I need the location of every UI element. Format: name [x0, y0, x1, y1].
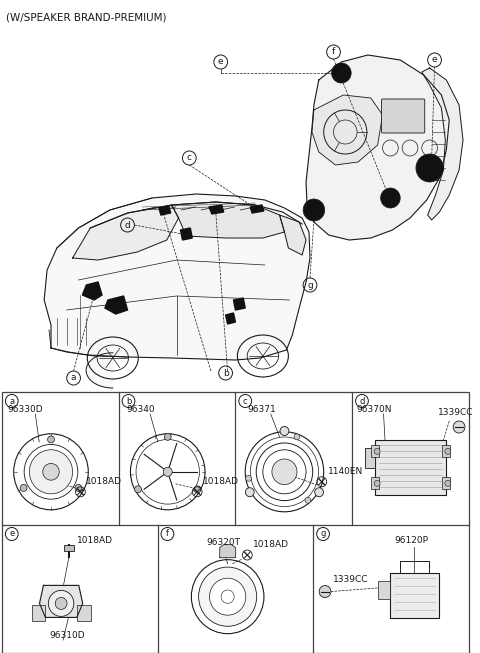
Circle shape [319, 586, 331, 597]
Polygon shape [220, 545, 236, 558]
Circle shape [209, 578, 246, 615]
Polygon shape [306, 55, 449, 240]
Bar [442, 445, 450, 457]
Text: d: d [125, 221, 131, 229]
Circle shape [315, 488, 324, 497]
Circle shape [280, 426, 289, 436]
Circle shape [294, 434, 300, 440]
Polygon shape [83, 282, 102, 300]
Circle shape [374, 449, 380, 454]
Circle shape [272, 459, 297, 485]
Bar [375, 440, 446, 496]
Polygon shape [250, 205, 264, 213]
Circle shape [163, 468, 172, 476]
Text: 1339CC: 1339CC [333, 575, 368, 584]
Polygon shape [279, 215, 306, 255]
Bar [442, 477, 450, 489]
Circle shape [453, 421, 465, 433]
Text: 1018AD: 1018AD [77, 536, 113, 545]
Text: c: c [243, 396, 248, 406]
Bar [365, 449, 375, 468]
Circle shape [55, 597, 67, 609]
Text: 1018AD: 1018AD [86, 477, 122, 486]
Circle shape [381, 188, 400, 208]
Text: a: a [71, 374, 76, 383]
Polygon shape [172, 202, 285, 238]
Bar [378, 581, 390, 599]
Polygon shape [159, 206, 171, 215]
Text: 1018AD: 1018AD [203, 477, 239, 486]
Polygon shape [422, 68, 463, 220]
Circle shape [305, 498, 311, 503]
Polygon shape [86, 353, 113, 388]
Circle shape [48, 436, 54, 443]
Polygon shape [72, 205, 179, 260]
Polygon shape [105, 296, 128, 314]
Circle shape [445, 481, 451, 486]
Text: 96120P: 96120P [395, 536, 429, 545]
Circle shape [445, 449, 451, 454]
Text: 96330D: 96330D [8, 405, 44, 414]
Text: 96320T: 96320T [206, 538, 240, 547]
Text: b: b [223, 368, 228, 377]
Circle shape [43, 464, 59, 480]
Circle shape [374, 481, 380, 486]
Text: e: e [218, 57, 224, 67]
Text: e: e [9, 530, 14, 539]
Polygon shape [209, 205, 224, 214]
Text: a: a [9, 396, 14, 406]
Bar [64, 545, 74, 551]
Bar [77, 605, 91, 622]
Text: g: g [320, 530, 326, 539]
Polygon shape [233, 298, 245, 310]
Text: c: c [187, 153, 192, 163]
Text: 1140EN: 1140EN [328, 467, 363, 476]
Circle shape [416, 154, 444, 182]
Circle shape [75, 485, 82, 492]
Text: 1339CC: 1339CC [437, 408, 473, 417]
Bar [390, 573, 439, 618]
Text: f: f [332, 48, 335, 57]
Circle shape [199, 567, 257, 626]
Bar [2, 392, 469, 653]
Polygon shape [180, 228, 192, 240]
Circle shape [194, 486, 201, 493]
Text: (W/SPEAKER BRAND-PREMIUM): (W/SPEAKER BRAND-PREMIUM) [6, 13, 167, 23]
Polygon shape [226, 313, 235, 324]
Polygon shape [312, 95, 383, 165]
Circle shape [246, 475, 252, 481]
Circle shape [20, 485, 27, 492]
Circle shape [332, 63, 351, 83]
Circle shape [245, 488, 254, 497]
Text: e: e [432, 56, 437, 65]
Bar [32, 605, 46, 622]
FancyBboxPatch shape [382, 99, 425, 133]
Text: 96370N: 96370N [356, 405, 392, 414]
Circle shape [134, 486, 142, 493]
Text: b: b [126, 396, 131, 406]
Bar [372, 445, 379, 457]
Circle shape [164, 434, 171, 440]
Bar [372, 477, 379, 489]
Text: g: g [307, 281, 313, 289]
Text: d: d [359, 396, 365, 406]
Text: 96371: 96371 [247, 405, 276, 414]
Text: 96310D: 96310D [49, 631, 85, 640]
Text: 96340: 96340 [127, 405, 155, 414]
Circle shape [303, 199, 324, 221]
Circle shape [48, 590, 74, 616]
Polygon shape [44, 194, 310, 360]
Text: 1018AD: 1018AD [253, 540, 289, 549]
Circle shape [29, 450, 72, 494]
Text: f: f [166, 530, 169, 539]
Polygon shape [39, 585, 83, 617]
